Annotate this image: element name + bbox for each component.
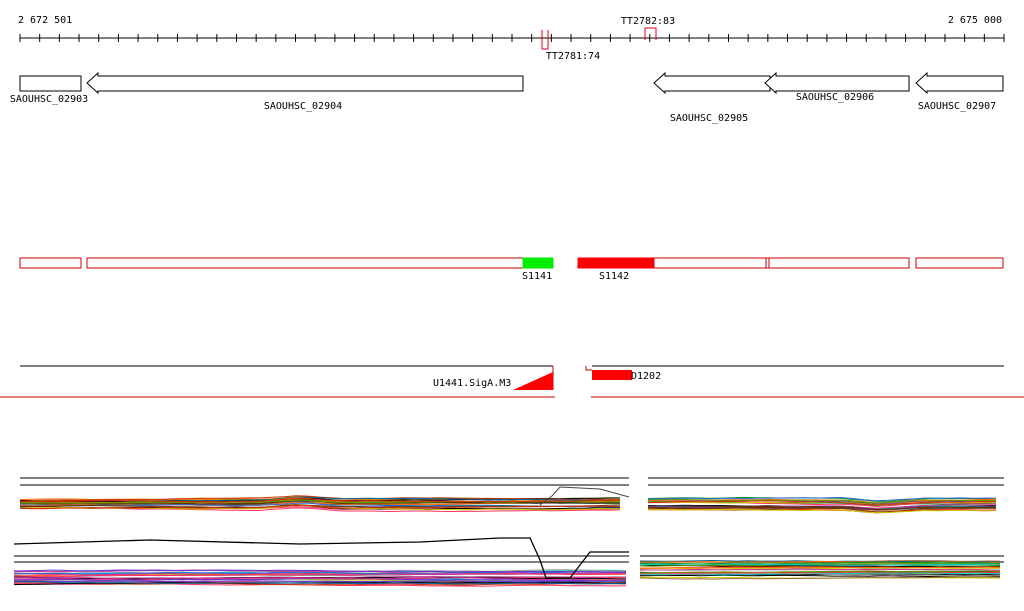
expression-profile-line	[19, 504, 621, 510]
segment-s1142[interactable]	[577, 257, 655, 269]
terminator-tt2782[interactable]: TT2782:83	[621, 16, 675, 40]
segment-label: S1142	[599, 271, 629, 282]
gene-saouhsc-02903[interactable]: SAOUHSC_02903	[10, 75, 88, 105]
segment-s1141[interactable]	[522, 257, 554, 269]
downshift-label: D1202	[631, 371, 661, 382]
expression-profile-line	[639, 571, 1001, 574]
gene-saouhsc-02907[interactable]: SAOUHSC_02907	[915, 71, 1004, 112]
expression-profile-line	[647, 500, 996, 506]
gene-saouhsc-02904[interactable]: SAOUHSC_02904	[86, 71, 524, 112]
expression-profile-line	[639, 561, 1001, 565]
expression-profile-line	[539, 486, 630, 506]
expression-profile-line	[647, 498, 997, 504]
expression-profile-line	[13, 581, 627, 585]
terminator-tt2781[interactable]: TT2781:74	[541, 30, 600, 62]
expression-profile-line	[648, 508, 997, 514]
profile-lines	[13, 486, 1001, 587]
expression-profile-line	[647, 507, 997, 513]
expression-profile-line	[13, 569, 627, 573]
expression-profile-line	[639, 572, 1001, 577]
segment-label: S1141	[522, 271, 552, 282]
segment-box[interactable]	[86, 257, 524, 269]
gene-label: SAOUHSC_02907	[918, 101, 996, 112]
expression-profile-line	[13, 569, 627, 574]
gene-arrow	[19, 75, 82, 92]
expression-profile-line	[13, 537, 629, 579]
feature-track: U1441.SigA.M3 D1202	[20, 365, 1004, 390]
expression-profile-line	[639, 576, 1001, 580]
terminator-mark	[541, 30, 549, 50]
ruler-start-label: 2 672 501	[18, 15, 72, 26]
downshift-d1202[interactable]	[592, 370, 632, 380]
expression-profile-line	[19, 498, 621, 503]
gene-arrow	[653, 71, 771, 95]
terminator-mark	[644, 27, 657, 40]
segment-box[interactable]	[915, 257, 1004, 269]
terminator-label: TT2781:74	[546, 51, 600, 62]
terminator-label: TT2782:83	[621, 16, 675, 27]
ruler-end-label: 2 675 000	[948, 15, 1002, 26]
expression-profiles	[13, 477, 1004, 587]
segment-box[interactable]	[19, 257, 82, 269]
gene-arrow	[86, 71, 524, 95]
gene-saouhsc-02906[interactable]: SAOUHSC_02906	[764, 71, 910, 103]
gene-arrow	[764, 71, 910, 95]
gene-saouhsc-02905[interactable]: SAOUHSC_02905	[653, 71, 771, 124]
gene-track: SAOUHSC_02903 SAOUHSC_02904 SAOUHSC_0290…	[10, 71, 1004, 124]
downshift-step	[585, 366, 592, 371]
ruler-ticks	[19, 34, 1005, 42]
promoter-label: U1441.SigA.M3	[433, 378, 511, 389]
expression-profile-line	[13, 576, 626, 581]
expression-profile-line	[639, 566, 1000, 569]
expression-profile-line	[13, 582, 627, 586]
gene-label: SAOUHSC_02903	[10, 94, 88, 105]
promoter-triangle[interactable]	[513, 372, 553, 390]
segment-box[interactable]	[768, 257, 910, 269]
gene-label: SAOUHSC_02904	[264, 101, 342, 112]
expression-profile-line	[640, 570, 1001, 574]
coordinate-ruler: 2 672 501 2 675 000 TT2782:83 TT2781:74	[18, 15, 1005, 62]
expression-profile-line	[13, 580, 627, 583]
expression-profile-line	[19, 495, 621, 502]
expression-profile-line	[639, 568, 1001, 571]
expression-profile-line	[640, 574, 1001, 578]
expression-profile-line	[13, 572, 627, 576]
gene-label: SAOUHSC_02905	[670, 113, 748, 124]
segment-box[interactable]	[653, 257, 767, 269]
gene-arrow	[915, 71, 1004, 95]
expression-profile-line	[648, 496, 996, 502]
expression-profile-line	[647, 505, 996, 510]
gene-label: SAOUHSC_02906	[796, 92, 874, 103]
segment-track: S1141 S1142	[19, 257, 1004, 282]
